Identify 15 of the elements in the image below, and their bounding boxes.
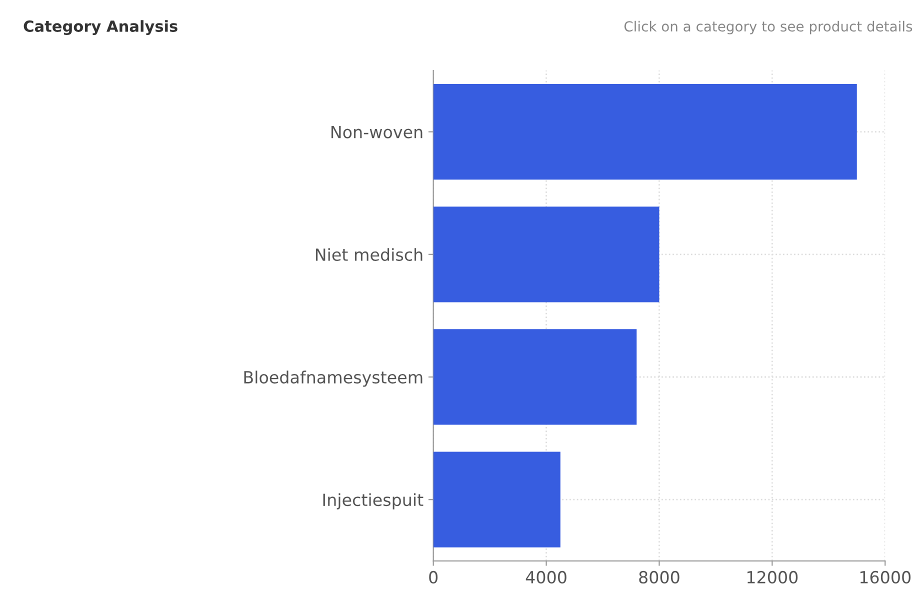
bar — [433, 452, 560, 548]
bar — [433, 84, 857, 180]
x-tick-label: 0 — [429, 570, 438, 584]
y-tick-label: Niet medisch — [316, 248, 422, 261]
y-tick-label: Non-woven — [332, 126, 422, 138]
y-tick-label: Injectiespuit — [323, 493, 424, 510]
x-tick-label: 12000 — [747, 570, 798, 584]
x-tick-label: 4000 — [526, 570, 566, 584]
bar — [433, 206, 660, 302]
x-tick-label: 16000 — [860, 570, 911, 584]
y-tick-label: Bloedafnamesysteem — [244, 370, 422, 387]
chart-subtitle: Click on a category to see product details — [624, 20, 912, 34]
bar — [433, 329, 637, 425]
text: Category Analysis — [24, 20, 178, 36]
x-tick-label: 8000 — [639, 570, 680, 584]
